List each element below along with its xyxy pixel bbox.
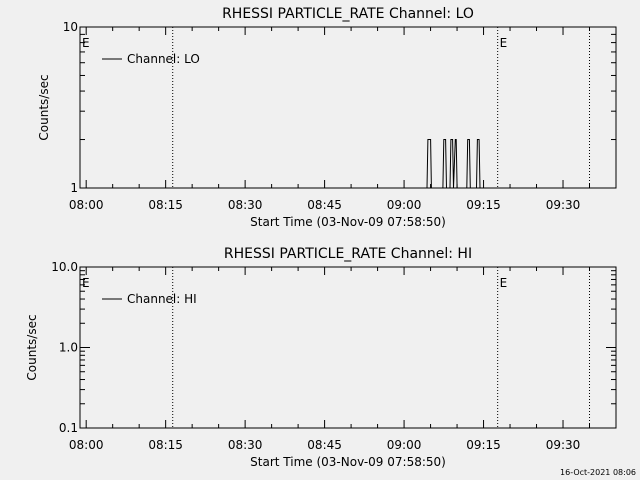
chart-1-xlabel: Start Time (03-Nov-09 07:58:50) (250, 455, 446, 469)
chart-1-event-marker: E (500, 276, 508, 290)
chart-1-title: RHESSI PARTICLE_RATE Channel: HI (224, 246, 472, 262)
chart-1-y-tick-label: 1.0 (59, 341, 78, 355)
chart-0-plot-frame (79, 26, 617, 189)
chart-1-x-tick-label: 09:15 (466, 438, 501, 452)
chart-1-event-marker: E (82, 276, 90, 290)
chart-1-x-tick-label: 08:15 (148, 438, 183, 452)
chart-0-x-tick-label: 08:00 (69, 198, 104, 212)
chart-0-x-tick-label: 08:30 (228, 198, 263, 212)
chart-0-x-tick-label: 08:15 (148, 198, 183, 212)
chart-0-ylabel: Counts/sec (37, 74, 51, 140)
chart-0-x-tick-label: 09:30 (546, 198, 581, 212)
chart-1-legend-label: Channel: HI (127, 292, 197, 306)
chart-0-y-tick-label: 10 (63, 20, 78, 34)
chart-0-title: RHESSI PARTICLE_RATE Channel: LO (222, 6, 474, 22)
chart-1-x-tick-label: 08:45 (307, 438, 342, 452)
chart-0-event-marker: E (500, 36, 508, 50)
chart-1-x-tick-label: 09:30 (546, 438, 581, 452)
chart-0-legend-label: Channel: LO (127, 52, 200, 66)
chart-0-x-tick-label: 09:15 (466, 198, 501, 212)
chart-1-y-tick-label: 0.1 (59, 421, 78, 435)
chart-1-x-tick-label: 08:30 (228, 438, 263, 452)
chart-0-xlabel: Start Time (03-Nov-09 07:58:50) (250, 215, 446, 229)
chart-0-series-line (426, 139, 481, 189)
footer-timestamp: 16-Oct-2021 08:06 (560, 468, 636, 477)
chart-1-y-tick-label: 10.0 (51, 260, 78, 274)
chart-1-x-tick-label: 09:00 (387, 438, 422, 452)
chart-1-x-tick-label: 08:00 (69, 438, 104, 452)
chart-0-x-tick-label: 08:45 (307, 198, 342, 212)
chart-0-event-marker: E (82, 36, 90, 50)
chart-0-y-tick-label: 1 (70, 181, 78, 195)
chart-0-x-tick-label: 09:00 (387, 198, 422, 212)
chart-1-ylabel: Counts/sec (25, 314, 39, 380)
